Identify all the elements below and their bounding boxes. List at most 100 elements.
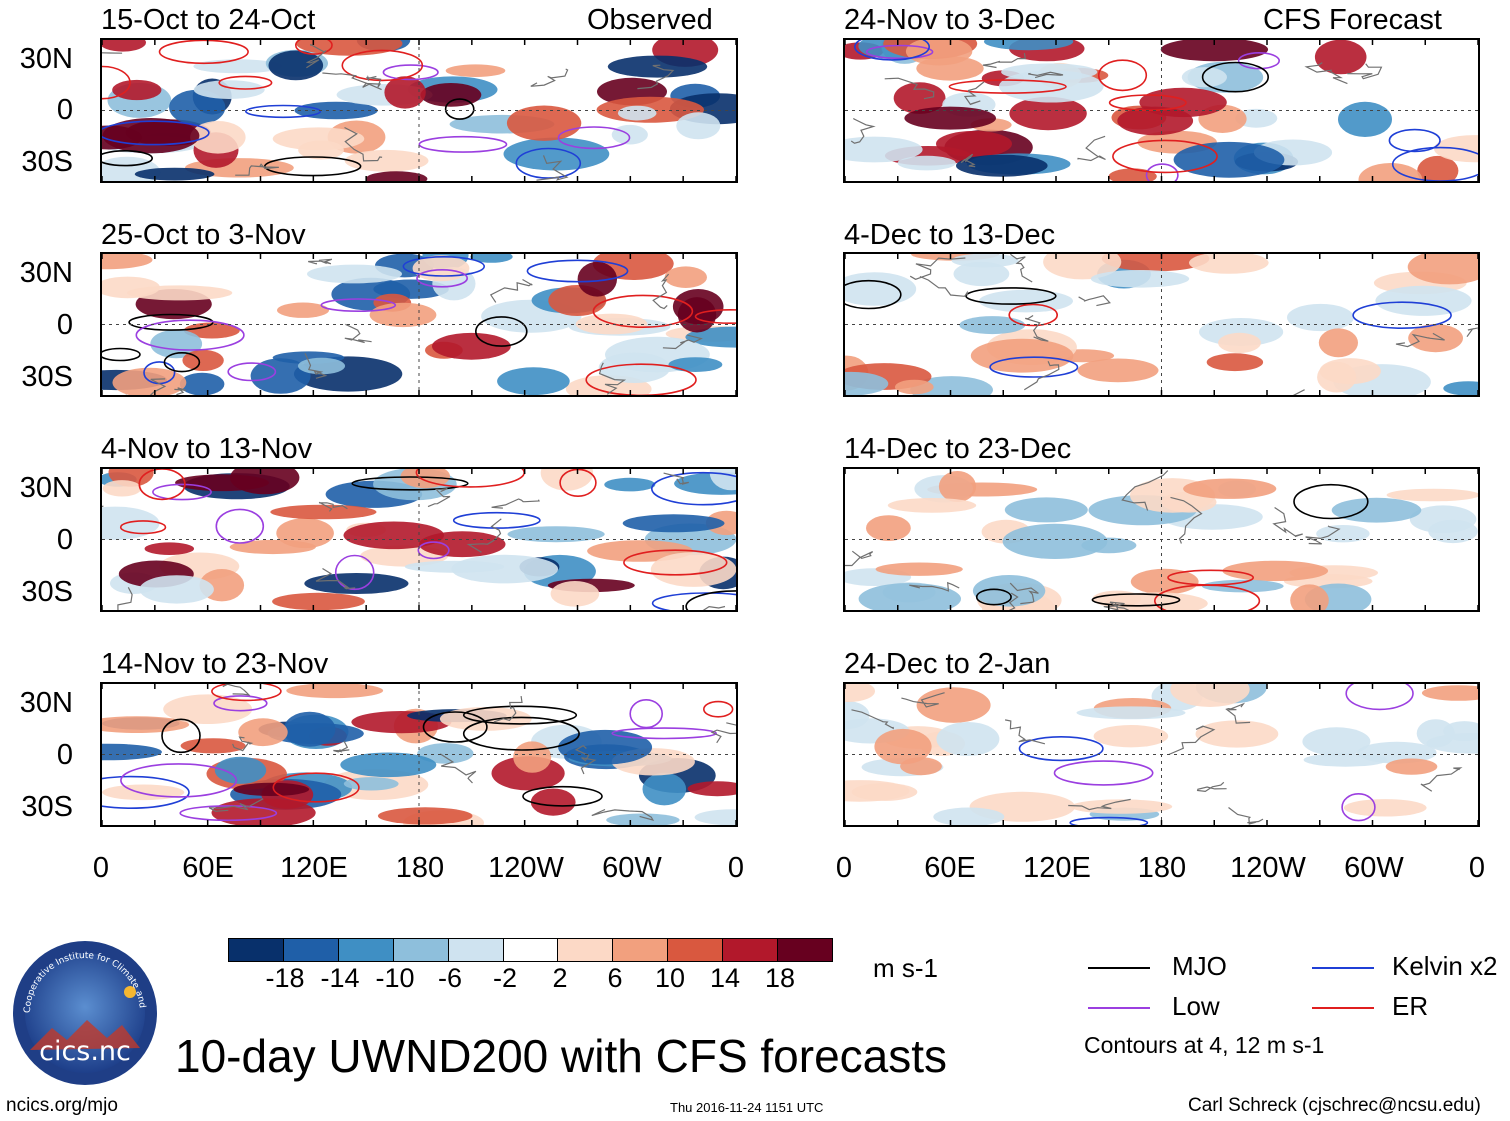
coastline xyxy=(884,77,935,100)
coastline xyxy=(1466,327,1478,338)
website-link[interactable]: ncics.org/mjo xyxy=(6,1095,118,1116)
colorbar-tick: 14 xyxy=(709,963,741,993)
panel-label-observed: Observed xyxy=(587,4,713,36)
coastline xyxy=(710,722,736,744)
coastline xyxy=(1196,781,1227,793)
contour-line xyxy=(272,772,360,803)
coastline xyxy=(574,744,597,775)
contour-line xyxy=(320,298,397,312)
figure-title: 10-day UWND200 with CFS forecasts xyxy=(175,1030,948,1082)
contour-line xyxy=(522,785,603,807)
coastline xyxy=(235,163,279,176)
wind-anomaly-patch xyxy=(866,515,911,541)
wind-anomaly-patch xyxy=(607,55,708,78)
wind-anomaly-patch xyxy=(845,780,910,802)
wind-anomaly-patch xyxy=(163,694,253,724)
wind-anomaly-patch xyxy=(190,121,246,154)
wind-anomaly-patch xyxy=(617,105,657,121)
contour-line xyxy=(102,347,141,362)
wind-anomaly-patch xyxy=(1183,478,1277,499)
wind-anomaly-patch xyxy=(102,784,185,801)
wind-anomaly-patch xyxy=(1316,525,1370,543)
wind-anomaly-patch xyxy=(1173,141,1285,178)
coastline xyxy=(1228,807,1264,825)
wind-anomaly-patch xyxy=(687,781,736,797)
colorbar-tick: -2 xyxy=(492,963,517,993)
wind-anomaly-patch xyxy=(642,772,687,806)
coastline xyxy=(1272,506,1303,538)
coastline xyxy=(344,126,383,162)
colorbar-tick: 2 xyxy=(552,963,568,993)
wind-anomaly-patch xyxy=(1407,254,1478,285)
wind-anomaly-patch xyxy=(951,254,1019,268)
wind-anomaly-patch xyxy=(1130,568,1199,595)
wind-anomaly-patch xyxy=(286,684,384,699)
contour-line xyxy=(263,156,362,177)
coastline xyxy=(493,696,523,723)
coastline xyxy=(1304,62,1348,85)
wind-anomaly-patch xyxy=(1426,733,1478,754)
wind-anomaly-patch xyxy=(102,506,160,540)
timestamp: Thu 2016-11-24 1151 UTC xyxy=(670,1100,824,1115)
wind-anomaly-patch xyxy=(211,798,316,825)
colorbar-swatch xyxy=(613,939,669,961)
wind-anomaly-patch xyxy=(404,560,505,573)
coastline xyxy=(333,740,350,753)
contour-line xyxy=(845,279,902,310)
map-panel-1 xyxy=(100,38,738,183)
colorbar-tick: -10 xyxy=(375,963,415,993)
wind-anomaly-patch xyxy=(340,752,437,778)
legend-label-mjo: MJO xyxy=(1172,951,1227,981)
wind-anomaly-patch xyxy=(953,261,1010,287)
contour-line xyxy=(629,699,664,729)
wind-anomaly-patch xyxy=(858,583,961,610)
panel-title-7: 14-Dec to 23-Dec xyxy=(844,433,1072,465)
colorbar-swatch xyxy=(668,939,724,961)
wind-anomaly-patch xyxy=(102,743,162,761)
map-panel-7 xyxy=(843,467,1480,612)
contour-line xyxy=(1053,760,1154,786)
lon-label-180: 180 xyxy=(1137,852,1187,884)
coastline xyxy=(845,550,874,567)
coastline xyxy=(322,72,382,91)
lat-label-30s: 30S xyxy=(21,361,73,393)
contour-line xyxy=(474,316,528,347)
wind-anomaly-patch xyxy=(1408,324,1463,353)
coastline xyxy=(536,155,569,181)
wind-anomaly-patch xyxy=(102,480,142,497)
wind-anomaly-patch xyxy=(169,89,226,126)
legend-label-kelvin: Kelvin x2 xyxy=(1392,951,1498,981)
lon-label-60e: 60E xyxy=(924,852,976,884)
contour-line xyxy=(179,805,278,822)
lon-label-120w: 120W xyxy=(1230,852,1306,884)
lat-label-30s: 30S xyxy=(21,791,73,823)
wind-anomaly-patch xyxy=(577,261,617,297)
wind-anomaly-patch xyxy=(606,813,680,825)
contour-line xyxy=(120,763,238,798)
contour-line xyxy=(215,508,265,544)
map-panel-2 xyxy=(100,252,738,397)
contour-line xyxy=(462,705,578,725)
wind-anomaly-patch xyxy=(513,741,552,773)
coastline xyxy=(850,118,876,144)
coastline xyxy=(208,798,264,812)
wind-anomaly-patch xyxy=(1421,685,1478,701)
contour-line xyxy=(444,98,475,120)
wind-anomaly-patch xyxy=(229,539,316,555)
wind-anomaly-patch xyxy=(611,124,648,145)
contour-line xyxy=(1345,684,1414,711)
panel-title-6: 4-Dec to 13-Dec xyxy=(844,219,1056,251)
wind-anomaly-patch xyxy=(298,140,344,160)
coastline xyxy=(1023,360,1060,391)
wind-anomaly-patch xyxy=(1002,523,1108,559)
contour-line xyxy=(152,483,212,501)
coastline xyxy=(125,378,167,395)
wind-anomaly-patch xyxy=(304,573,409,594)
coastline xyxy=(1025,314,1049,342)
wind-anomaly-patch xyxy=(507,526,605,543)
lon-label-60w: 60W xyxy=(602,852,662,884)
panel-title-3: 4-Nov to 13-Nov xyxy=(101,433,313,465)
wind-anomaly-patch xyxy=(550,581,600,607)
contour-line xyxy=(102,65,131,100)
coastline xyxy=(102,52,123,54)
